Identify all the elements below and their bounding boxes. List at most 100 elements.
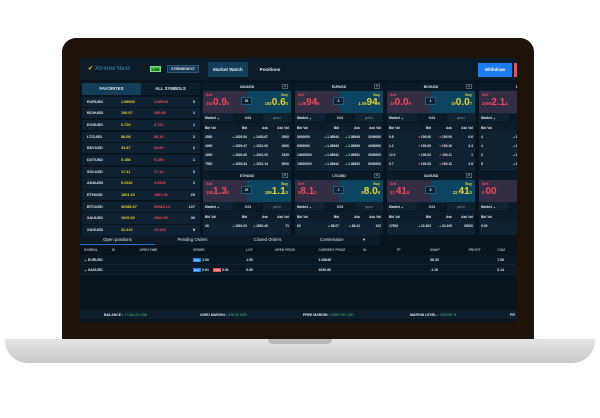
close-icon[interactable]: x	[282, 84, 288, 89]
price-input[interactable]: price	[364, 115, 374, 120]
sell-button[interactable]: Sell 30582.14	[479, 91, 517, 113]
tab-open-positions[interactable]: Open positions	[80, 235, 155, 245]
tab-favorites[interactable]: FAVORITES	[82, 83, 141, 95]
spread: 1	[425, 97, 436, 105]
depth-value: 2500	[205, 134, 213, 139]
buy-button[interactable]: Buy 22.410	[431, 180, 475, 202]
watchlist-row[interactable]: EOSUSD 0.720 0.721 1	[82, 119, 200, 131]
summary-value: 17184.20 USD	[124, 312, 148, 317]
order-type-select[interactable]: Market ⌄	[205, 204, 220, 209]
withdraw-button[interactable]: Withdraw	[478, 63, 512, 77]
watchlist-row[interactable]: BSVUSD 34.87 34.89 2	[82, 143, 200, 154]
depth-value: 25000	[463, 223, 473, 228]
price-input[interactable]: price	[456, 204, 466, 209]
order-type-select[interactable]: Market ⌄	[297, 115, 312, 120]
quantity-input[interactable]: 0.01	[417, 202, 447, 211]
column-header: COM	[497, 248, 505, 252]
order-type-select[interactable]: Market ⌄	[389, 204, 404, 209]
depth-row: 4000 ▴ 1920.40 ▴ 1921.00 3100	[203, 150, 291, 159]
buy-button[interactable]: Buy 1891.10	[247, 180, 291, 202]
tab-commission[interactable]: Commission ▾	[319, 237, 365, 242]
price-box: Sell 22.418 Buy 22.410 8	[387, 180, 475, 202]
close-icon[interactable]: x	[466, 84, 472, 89]
sell-label: Sell	[206, 93, 213, 97]
watchlist-row[interactable]: ADAUSD 0.2932 0.2933 1	[82, 178, 200, 189]
depth-cell: 17500	[389, 224, 410, 228]
sell-button[interactable]: Sell 0.00	[479, 180, 517, 202]
buy-button[interactable]: Buy 88.08	[339, 180, 383, 202]
sell-button[interactable]: Sell 88.10	[295, 180, 339, 202]
quote-card: BTCUSDxSell30582.14BuyMarket ⌄0.01priceB…	[479, 83, 517, 171]
spread: 3	[192, 169, 195, 174]
buy-button[interactable]: Buy 1920.60	[247, 91, 291, 113]
depth-cell: ▴ 3057	[502, 153, 517, 157]
buy-button[interactable]: Buy 1.08949	[339, 91, 383, 113]
tab-all-symbols[interactable]: ALL SYMBOLS	[155, 86, 186, 91]
order-type-select[interactable]: Market ⌄	[205, 115, 220, 120]
close-icon[interactable]: x	[466, 173, 472, 178]
tab-positions[interactable]: Positions	[259, 67, 281, 72]
order-type-select[interactable]: Market ⌄	[297, 204, 312, 209]
quantity-input[interactable]: 0.01	[509, 202, 517, 211]
depth-cell: 2500	[268, 135, 289, 139]
depth-cell: 35	[205, 224, 226, 228]
watchlist-row[interactable]: LTCUSD 88.08 88.10 2	[82, 131, 200, 142]
expand-icon[interactable]: ⌄	[84, 267, 88, 272]
spread: 8	[192, 228, 195, 233]
depth-cell: 2500	[205, 135, 226, 139]
bid: 0.720	[121, 122, 131, 127]
sell-lot: 0.01	[221, 267, 229, 272]
sell-button[interactable]: Sell 22.418	[387, 180, 431, 202]
depth-value: 4	[481, 134, 483, 139]
position-row[interactable]: ⌄ XAUUSD buy 0.01 sell 0.01 0.00 1920.60 -1.15 0…	[80, 265, 517, 275]
column-header: Ask	[445, 125, 452, 130]
quantity-input[interactable]: 0.01	[325, 202, 355, 211]
price-input[interactable]: price	[272, 115, 282, 120]
price-input[interactable]: price	[272, 204, 282, 209]
watchlist-row[interactable]: BCHUSD 190.07 190.08 1	[82, 108, 200, 119]
quantity-input[interactable]: 0.01	[325, 113, 355, 122]
symbol: EURUSD	[87, 99, 104, 104]
buy-button[interactable]: Buy 190.07	[431, 91, 475, 113]
watchlist-row[interactable]: XAUUSD 1920.60 1920.90 30	[82, 213, 200, 224]
quantity-input[interactable]: 0.01	[233, 202, 263, 211]
price-input[interactable]: price	[456, 115, 466, 120]
close-icon[interactable]: x	[374, 84, 380, 89]
watchlist-row[interactable]: XAGUSD 22.410 22.418 8	[82, 225, 200, 236]
watchlist-row[interactable]: BTCUSD 30580.67 30582.14 127	[82, 201, 200, 212]
account-button[interactable]: XTREMENEXT	[167, 65, 199, 73]
depth-cell: ▴ 1.08943	[318, 144, 340, 148]
card-title: x	[479, 172, 517, 180]
order-type-select[interactable]: Market ⌄	[481, 115, 496, 120]
expand-icon[interactable]: ⌄	[84, 257, 88, 262]
price-suffix: 8	[406, 190, 410, 195]
sell-button[interactable]: Sell 190.06	[387, 91, 431, 113]
sell-button[interactable]: Sell 1920.90	[203, 91, 247, 113]
column-header: Bid Vol	[389, 214, 401, 219]
quantity-input[interactable]: 0.01	[417, 113, 447, 122]
watchlist-row[interactable]: DOTUSD 5.158 5.159 1	[82, 154, 200, 166]
column-header: Ask Vol	[277, 125, 289, 130]
spread: 1	[192, 111, 195, 116]
quantity-input[interactable]: 0.01	[509, 113, 517, 122]
column-header: SYMBOL	[84, 248, 99, 252]
price-input[interactable]: price	[364, 204, 374, 209]
tab-pending-orders[interactable]: Pending Orders	[177, 237, 208, 242]
watchlist-row[interactable]: ETHUSD 1891.10 1891.30 20	[82, 190, 200, 201]
close-icon[interactable]: x	[282, 173, 288, 178]
position-row[interactable]: ⌄ EURUSD buy 1.00 1.00 1.08945 38.35 7.00	[80, 255, 517, 265]
quantity-input[interactable]: 0.01	[233, 113, 263, 122]
watchlist-row[interactable]: SOLUSD 17.11 17.14 3	[82, 166, 200, 177]
deposit-button[interactable]	[514, 63, 517, 77]
depth-cell: 1	[452, 153, 473, 157]
arrow-icon: ▴	[513, 161, 515, 166]
order-type-select[interactable]: Market ⌄	[481, 204, 496, 209]
tab-market-watch[interactable]: Market Watch	[208, 62, 248, 77]
sell-button[interactable]: Sell 1.08946	[295, 91, 339, 113]
watchlist-row[interactable]: EURUSD 1.08945 1.08948 3	[82, 96, 200, 107]
tab-closed-orders[interactable]: Closed Orders	[253, 237, 282, 242]
order-type-select[interactable]: Market ⌄	[389, 115, 404, 120]
arrow-icon: ▴	[513, 152, 515, 157]
close-icon[interactable]: x	[374, 173, 380, 178]
sell-button[interactable]: Sell 1891.30	[203, 180, 247, 202]
